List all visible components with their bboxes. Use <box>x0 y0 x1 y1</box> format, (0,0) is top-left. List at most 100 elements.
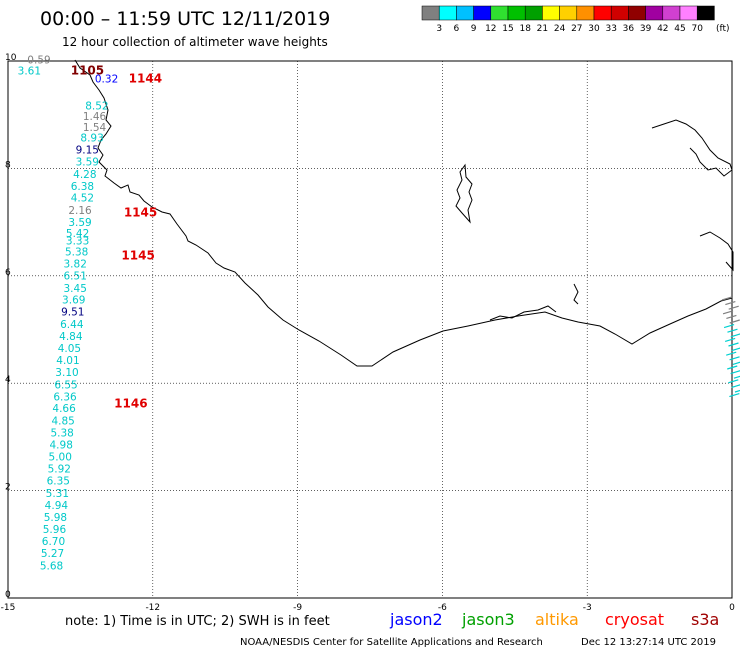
east-track-tick <box>729 393 740 398</box>
legend-label: 70 <box>691 24 703 34</box>
pass-time-label: 1145 <box>121 249 154 263</box>
wave-height-value: 6.35 <box>47 476 70 488</box>
wave-height-value: 5.96 <box>43 524 67 536</box>
east-track-tick <box>726 351 737 356</box>
wave-height-value: 9.51 <box>61 307 84 319</box>
legend-swatch <box>542 5 560 21</box>
x-axis-tick-labels: -15 -12 -9 -6 -3 0 <box>1 603 735 613</box>
page-title: 00:00 – 11:59 UTC 12/11/2019 <box>40 8 330 30</box>
wave-height-value: 5.42 <box>66 228 89 240</box>
east-track-tick <box>733 375 740 379</box>
legend-label: 39 <box>640 24 652 34</box>
legend-swatch <box>507 5 526 21</box>
y-tick-label: 8 <box>5 160 11 170</box>
legend-swatch <box>593 5 612 21</box>
legend-label: 3 <box>436 24 442 34</box>
lat-lon-grid <box>8 61 732 598</box>
legend-label: 15 <box>502 24 513 34</box>
wave-height-value: 9.15 <box>76 144 99 156</box>
mission-label: cryosat <box>605 610 664 629</box>
wave-height-value: 3.10 <box>55 367 78 379</box>
wave-height-value: 4.85 <box>51 416 74 428</box>
legend-label: 21 <box>537 24 548 34</box>
wave-height-value: 5.98 <box>44 512 67 524</box>
mission-label: jason2 <box>389 610 443 629</box>
pass-time-label: 1146 <box>114 396 147 410</box>
y-tick-label: 0 <box>5 590 11 600</box>
wave-height-value: 0.32 <box>95 73 118 85</box>
east-track-tick <box>731 347 740 352</box>
wave-height-value: 4.66 <box>52 403 76 415</box>
mission-legend: jason2 jason3 altika cryosat s3a <box>389 610 719 629</box>
wave-height-value: 1.46 <box>83 111 107 123</box>
east-track-tick <box>722 310 734 315</box>
wave-height-value: 4.28 <box>73 169 96 181</box>
y-axis-tick-labels: 0 2 4 6 8 10 <box>5 53 17 600</box>
wave-height-value: 3.33 <box>66 236 89 248</box>
wave-height-value: 5.92 <box>48 463 71 475</box>
east-track-tick <box>729 319 740 324</box>
footer-timestamp: Dec 12 13:27:14 UTC 2019 <box>581 637 716 648</box>
east-track-tick <box>729 356 740 361</box>
legend-label: 27 <box>571 24 582 34</box>
pass-time-labels: 1105 1144 1145 1145 1146 <box>71 63 162 410</box>
wave-height-value: 2.16 <box>68 205 92 217</box>
wave-height-value: 1.54 <box>83 122 107 134</box>
plot-frame <box>7 60 733 599</box>
footer-credit: NOAA/NESDIS Center for Satellite Applica… <box>240 637 543 648</box>
wave-height-value: 8.52 <box>85 100 108 112</box>
legend-swatch <box>679 5 698 21</box>
wave-height-value: 4.94 <box>45 500 69 512</box>
legend-label: 42 <box>657 24 668 34</box>
legend-swatch <box>456 5 474 21</box>
page-subtitle: 12 hour collection of altimeter wave hei… <box>62 35 328 49</box>
wave-height-value: 3.69 <box>62 295 85 307</box>
east-track-tick <box>727 365 738 370</box>
x-tick-label: -12 <box>145 603 160 613</box>
wave-height-value: 6.44 <box>60 319 84 331</box>
coastline <box>74 59 734 367</box>
mission-label: altika <box>535 610 579 629</box>
pass-time-label: 1105 <box>71 63 104 77</box>
legend-label: 30 <box>588 24 600 34</box>
east-track-tick <box>727 328 738 333</box>
wave-height-value: 4.01 <box>56 355 79 367</box>
wave-height-value: 5.31 <box>46 488 69 500</box>
wave-height-value: 3.59 <box>76 157 99 169</box>
legend-label: 6 <box>454 24 460 34</box>
legend-swatch <box>438 5 457 21</box>
y-tick-label: 6 <box>5 268 11 278</box>
wave-height-value: 6.51 <box>64 271 87 283</box>
east-track-tick <box>731 384 740 388</box>
east-track-tick <box>724 337 736 342</box>
x-tick-label: -9 <box>293 603 302 613</box>
wave-height-color-legend: 3 6 9 12 15 18 21 24 27 30 33 36 39 42 45 70 <box>421 5 715 34</box>
y-tick-label: 10 <box>5 53 17 63</box>
x-tick-label: -6 <box>438 603 447 613</box>
mission-label: s3a <box>691 610 719 629</box>
legend-swatch <box>524 5 543 21</box>
east-track-tick <box>732 361 740 365</box>
wave-height-values: 0.593.610.328.521.461.548.939.153.594.28… <box>18 55 119 573</box>
x-tick-label: 0 <box>729 603 735 613</box>
wave-height-value: 3.61 <box>18 65 41 77</box>
legend-swatch <box>610 5 629 21</box>
legend-label: 12 <box>485 24 496 34</box>
wave-height-value: 0.59 <box>27 55 50 67</box>
east-track-tick <box>725 301 736 306</box>
y-tick-label: 2 <box>5 483 11 493</box>
east-track-tick <box>726 314 737 319</box>
east-track-tick <box>730 333 740 338</box>
east-track-tick <box>730 370 740 375</box>
wave-height-value: 5.38 <box>50 427 73 439</box>
wave-height-value: 4.05 <box>58 343 81 355</box>
y-tick-label: 4 <box>5 375 11 385</box>
wave-height-value: 3.59 <box>68 217 91 229</box>
east-track-tick <box>734 389 740 393</box>
legend-swatch <box>576 5 595 21</box>
east-track-tick <box>728 342 739 347</box>
legend-swatch <box>662 5 681 21</box>
legend-label: 33 <box>605 24 616 34</box>
wave-height-value: 3.82 <box>64 259 87 271</box>
